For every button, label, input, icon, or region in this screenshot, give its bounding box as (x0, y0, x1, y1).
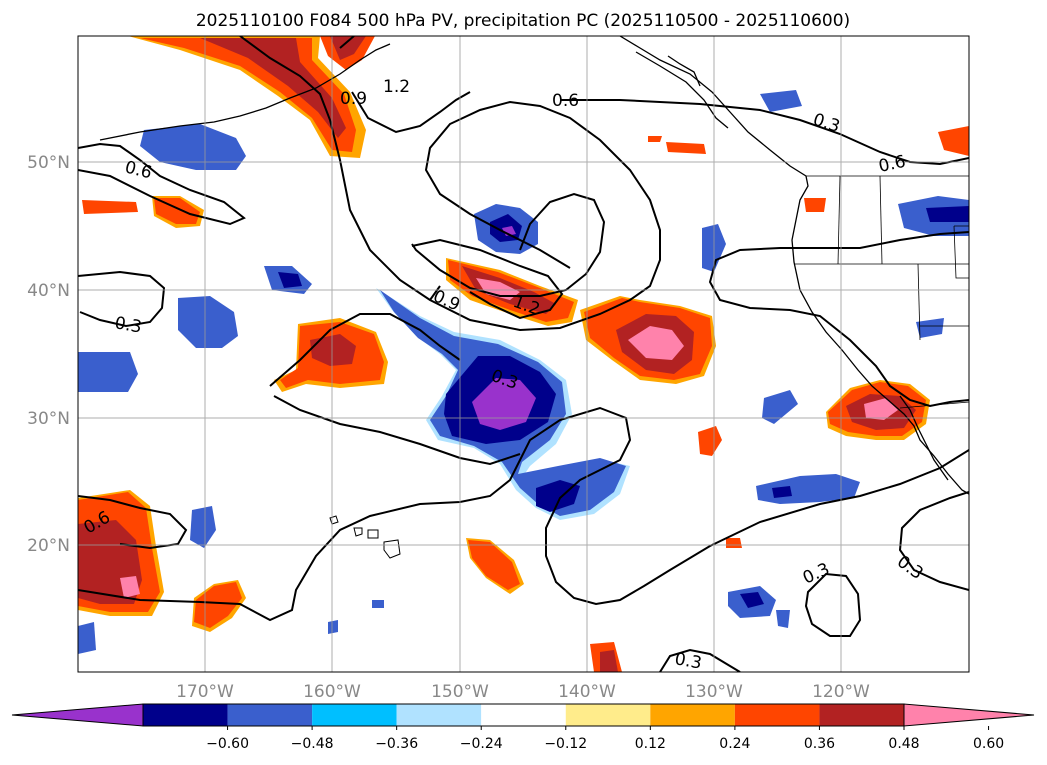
colorbar-segment (227, 704, 313, 726)
colorbar-tick-label: −0.24 (460, 736, 503, 752)
colorbar-tick-label: 0.48 (888, 736, 919, 752)
lon-label: 160°W (303, 682, 361, 702)
graticule (78, 36, 969, 672)
longitude-labels: 170°W 160°W 150°W 140°W 130°W 120°W (176, 682, 870, 702)
contour-label: 0.3 (113, 313, 143, 337)
colorbar-tick-label: 0.36 (804, 736, 835, 752)
colorbar-extend-high (903, 703, 1035, 727)
lat-label: 30°N (27, 409, 70, 429)
colorbar-tick-label: −0.12 (544, 736, 587, 752)
colorbar: −0.60 −0.48 −0.36 −0.24 −0.12 0.12 0.24 0.36 0.4… (11, 703, 1035, 752)
contour-label: 0.9 (340, 89, 367, 109)
lon-label: 150°W (431, 682, 489, 702)
lat-label: 40°N (27, 281, 70, 301)
lon-label: 130°W (685, 682, 743, 702)
colorbar-segment (650, 704, 735, 726)
colorbar-segment (312, 704, 397, 726)
colorbar-tick-label: 0.12 (635, 736, 666, 752)
colorbar-segment (481, 704, 566, 726)
colorbar-segment (143, 704, 228, 726)
colorbar-tick-label: 0.24 (719, 736, 750, 752)
lat-label: 20°N (27, 536, 70, 556)
colorbar-segment (396, 704, 482, 726)
lon-label: 140°W (558, 682, 616, 702)
colorbar-tick-label: −0.60 (206, 736, 249, 752)
precip-field-southwest (78, 426, 742, 672)
colorbar-segment (819, 704, 904, 726)
colorbar-tick-label: 0.60 (973, 736, 1004, 752)
lon-label: 170°W (176, 682, 234, 702)
political-borders (794, 175, 969, 409)
precip-field-gulf-low (446, 258, 716, 384)
colorbar-tick-label: −0.36 (375, 736, 418, 752)
colorbar-tick-label: −0.48 (291, 736, 334, 752)
contour-label: 0.3 (673, 649, 703, 673)
colorbar-segment (734, 704, 820, 726)
hawaiian-islands (329, 515, 401, 559)
lon-label: 120°W (812, 682, 870, 702)
contour-label: 1.2 (383, 77, 410, 97)
colorbar-segment (565, 704, 651, 726)
lat-label: 50°N (27, 153, 70, 173)
contour-label: 0.6 (552, 91, 579, 111)
colorbar-extend-low (11, 703, 144, 727)
colorbar-frame (142, 703, 905, 727)
map-area: 1.2 0.9 0.6 0.3 0.6 0.6 0.9 0.3 0.3 0.6 … (78, 36, 969, 673)
latitude-labels: 50°N 40°N 30°N 20°N (27, 153, 70, 556)
pv-contours (78, 36, 969, 672)
map-title: 2025110100 F084 500 hPa PV, precipitatio… (196, 11, 850, 31)
map-frame (77, 35, 970, 673)
